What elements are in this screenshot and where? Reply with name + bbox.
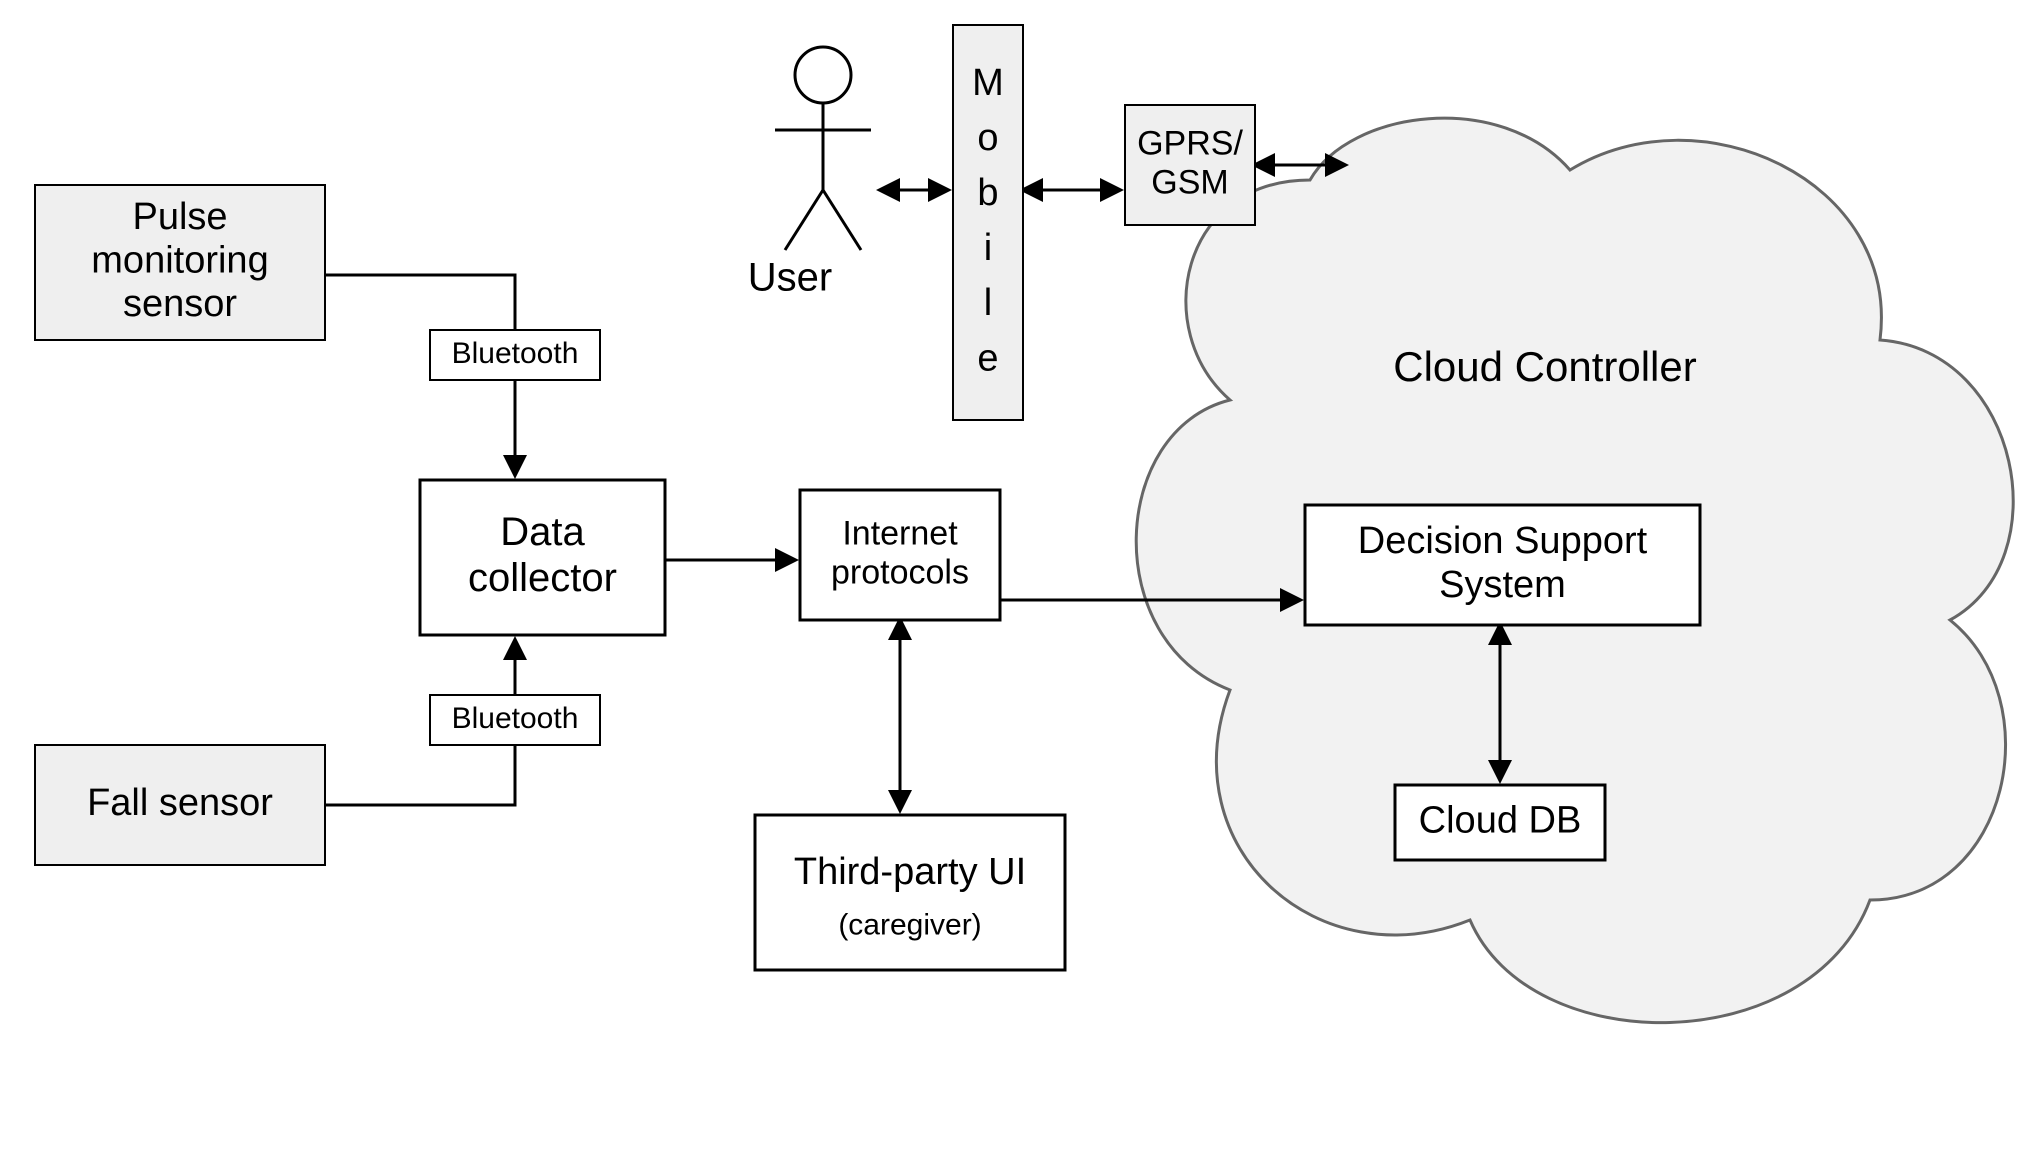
svg-text:collector: collector (468, 556, 617, 600)
svg-text:Decision Support: Decision Support (1358, 520, 1648, 562)
svg-text:GPRS/: GPRS/ (1137, 124, 1243, 162)
svg-text:GSM: GSM (1151, 164, 1228, 202)
svg-text:i: i (984, 227, 992, 269)
cloud-controller-label: Cloud Controller (1393, 343, 1696, 390)
architecture-diagram: Pulsemonitoringsensor Fall sensor Bluetoot… (0, 0, 2040, 1149)
svg-text:l: l (984, 282, 992, 324)
svg-text:Pulse: Pulse (132, 196, 227, 238)
node-mobile: Mobile (953, 25, 1023, 420)
svg-text:(caregiver): (caregiver) (838, 909, 981, 942)
svg-text:Cloud DB: Cloud DB (1419, 800, 1582, 842)
svg-text:e: e (977, 337, 998, 379)
node-fall: Fall sensor (35, 745, 325, 865)
svg-text:System: System (1439, 564, 1566, 606)
node-cloud_db: Cloud DB (1395, 785, 1605, 860)
svg-text:o: o (977, 117, 998, 159)
node-gprs: GPRS/GSM (1125, 105, 1255, 225)
node-data_collector: Datacollector (420, 480, 665, 635)
svg-text:M: M (972, 62, 1004, 104)
node-bt_bot: Bluetooth (430, 695, 600, 745)
edge-pulse-to-bt (325, 275, 515, 330)
svg-text:protocols: protocols (831, 554, 969, 592)
svg-text:Third-party UI: Third-party UI (794, 851, 1026, 893)
node-bt_top: Bluetooth (430, 330, 600, 380)
svg-text:Fall sensor: Fall sensor (87, 782, 273, 824)
svg-text:sensor: sensor (123, 283, 237, 325)
svg-text:Data: Data (500, 510, 585, 554)
node-dss: Decision SupportSystem (1305, 505, 1700, 625)
user-label: User (748, 256, 832, 300)
node-internet: Internetprotocols (800, 490, 1000, 620)
node-pulse: Pulsemonitoringsensor (35, 185, 325, 340)
svg-text:Bluetooth: Bluetooth (452, 702, 579, 735)
svg-text:b: b (977, 172, 998, 214)
user-icon (775, 47, 871, 250)
edge-fall-to-bt (325, 745, 515, 805)
svg-text:Internet: Internet (842, 514, 958, 552)
node-third_party: Third-party UI (caregiver) (755, 815, 1065, 970)
svg-text:monitoring: monitoring (91, 240, 268, 282)
svg-text:Bluetooth: Bluetooth (452, 337, 579, 370)
